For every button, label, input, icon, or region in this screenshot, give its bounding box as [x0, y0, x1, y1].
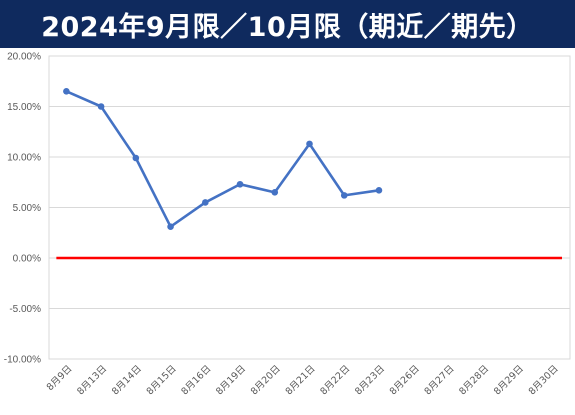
x-tick-label: 8月20日 [249, 363, 283, 397]
data-point [306, 140, 313, 148]
y-tick-label: -10.00% [4, 355, 41, 366]
data-point [97, 103, 105, 110]
x-tick-label: 8月13日 [75, 363, 109, 397]
x-tick-label: 8月9日 [45, 363, 75, 393]
x-tick-label: 8月14日 [110, 363, 144, 397]
gridlines [49, 55, 570, 360]
series-lines [65, 90, 381, 228]
x-tick-label: 8月30日 [527, 363, 561, 397]
data-point [271, 189, 279, 196]
data-point [132, 154, 140, 162]
x-tick-label: 8月16日 [179, 363, 213, 397]
data-point [202, 199, 209, 206]
x-axis-ticks: 8月9日 8月13日 8月14日 8月15日 8月16日 8月19日 8月20日 8月21日 8… [45, 363, 561, 397]
series-line [65, 90, 381, 228]
line-chart: 20.00% 15.00% 10.00% 5.00% 0.00% -5.00% -10.00… [4, 52, 571, 397]
x-tick-label: 8月29日 [492, 363, 526, 397]
data-point [63, 88, 70, 95]
chart-title: 2024年9月限／10月限（期近／期先） [41, 11, 534, 43]
data-point [340, 192, 348, 199]
title-bar: 2024年9月限／10月限（期近／期先） [0, 0, 575, 48]
x-tick-label: 8月27日 [423, 363, 457, 397]
series-points [63, 88, 383, 230]
y-axis-ticks: 20.00% 15.00% 10.00% 5.00% 0.00% -5.00% -10.00… [4, 52, 41, 366]
data-point [236, 180, 244, 188]
data-point [375, 187, 383, 194]
y-tick-label: 5.00% [13, 203, 41, 214]
y-tick-label: -5.00% [9, 304, 41, 315]
y-tick-label: 0.00% [13, 254, 41, 265]
y-tick-label: 15.00% [7, 102, 41, 113]
y-tick-label: 10.00% [7, 153, 41, 164]
x-tick-label: 8月23日 [353, 363, 387, 397]
x-tick-label: 8月26日 [388, 363, 422, 397]
data-point [167, 223, 174, 230]
y-tick-label: 20.00% [7, 52, 41, 63]
x-tick-label: 8月28日 [457, 363, 491, 397]
x-tick-label: 8月22日 [318, 363, 352, 397]
x-tick-label: 8月19日 [214, 363, 248, 397]
x-tick-label: 8月15日 [145, 363, 179, 397]
x-tick-label: 8月21日 [284, 363, 318, 397]
